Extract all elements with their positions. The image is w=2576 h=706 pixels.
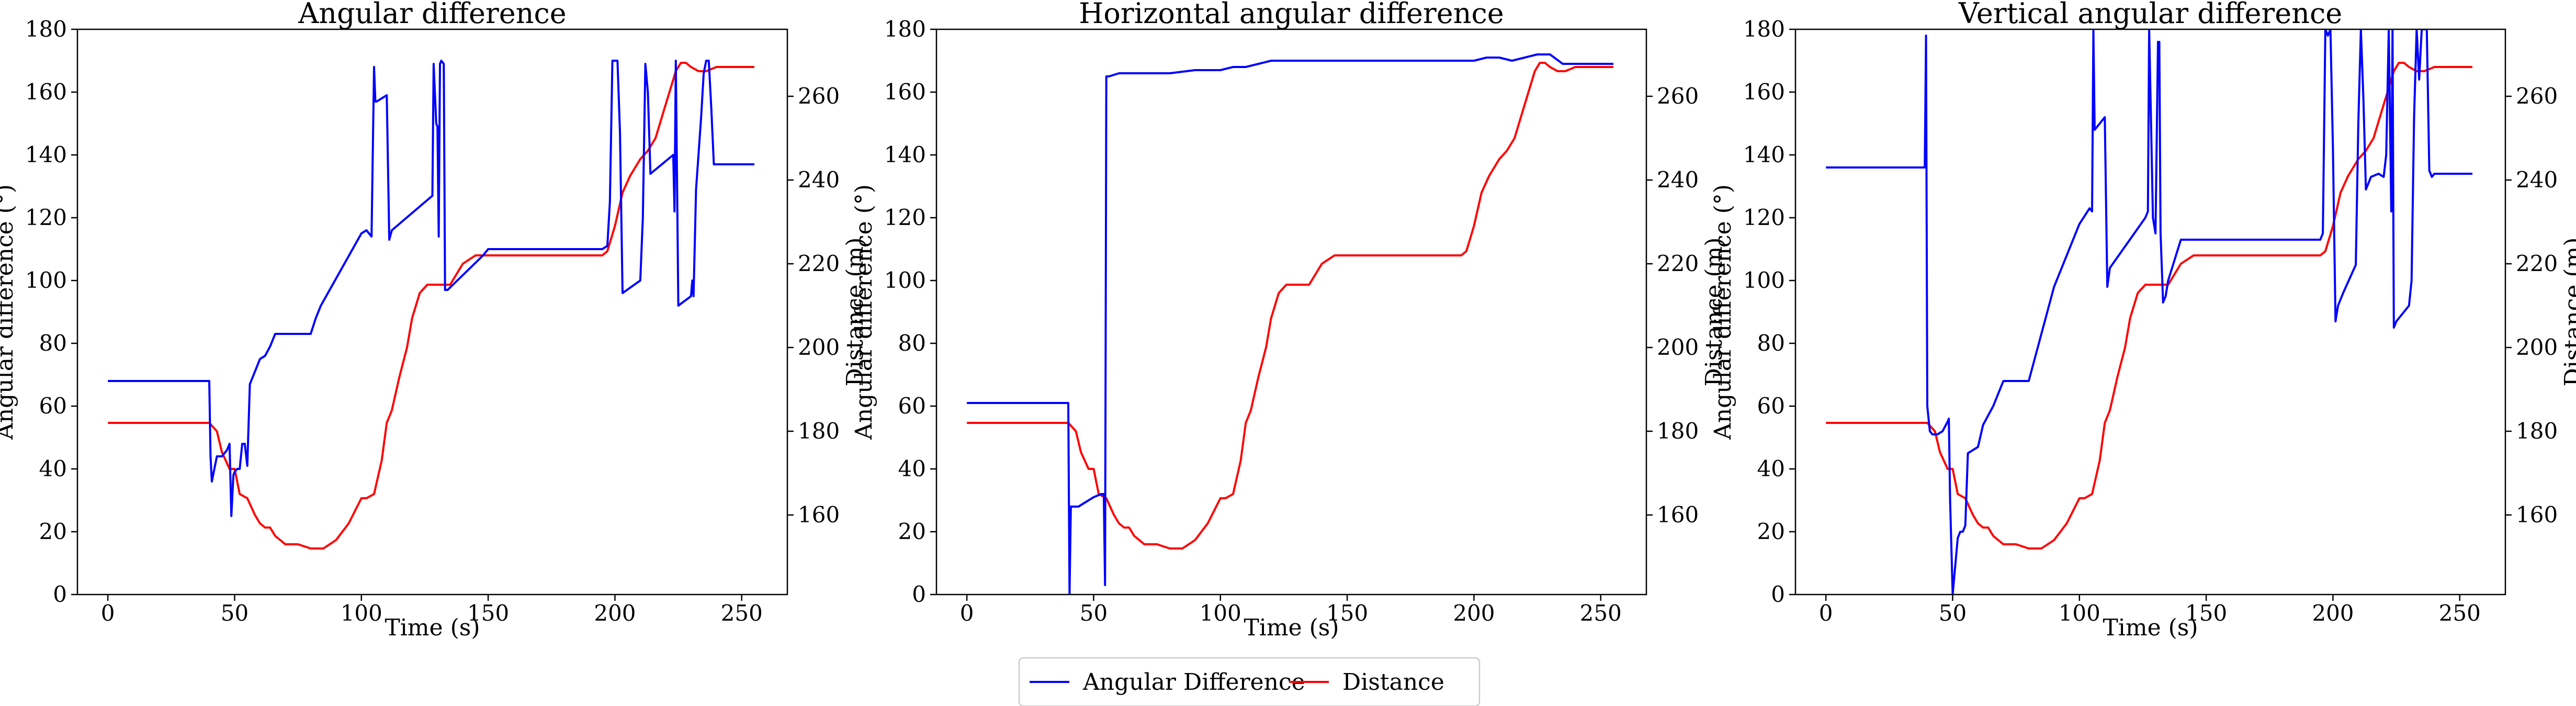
y-tick-label: 0 <box>912 581 926 607</box>
series-line-distance <box>108 62 754 550</box>
x-tick-label: 50 <box>221 600 248 626</box>
legend: Angular Difference Distance <box>1018 657 1481 706</box>
x-tick-label: 150 <box>1326 600 1368 626</box>
y2-tick-label: 200 <box>798 334 840 360</box>
y2-tick-label: 240 <box>1657 167 1699 193</box>
y2-tick-label: 160 <box>1657 502 1699 528</box>
y-tick-label: 20 <box>39 519 67 544</box>
chart-title: Angular difference <box>298 0 566 30</box>
series-line-distance <box>1826 62 2472 550</box>
y2-tick-label: 160 <box>798 502 840 528</box>
x-tick-label: 100 <box>341 600 382 626</box>
y2-tick-label: 160 <box>2516 502 2558 528</box>
y-tick-label: 80 <box>1757 330 1785 356</box>
plot-frame <box>935 28 1647 596</box>
y-tick-label: 100 <box>884 267 926 293</box>
y2-tick-label: 240 <box>2516 167 2558 193</box>
y-tick-label: 180 <box>884 16 926 42</box>
x-tick-label: 250 <box>2439 600 2481 626</box>
y-axis-label: Angular difference (°) <box>1710 184 1736 440</box>
y-tick-label: 160 <box>1743 79 1785 105</box>
y2-tick-label: 260 <box>1657 83 1699 109</box>
legend-label-distance: Distance <box>1342 669 1444 696</box>
plot-frame <box>76 28 788 596</box>
series-group <box>108 60 754 550</box>
y-tick-label: 80 <box>898 330 926 356</box>
x-axis-label: Time (s) <box>385 614 480 641</box>
x-tick-label: 250 <box>1580 600 1622 626</box>
y2-axis-label: Distance (m) <box>1701 238 1727 387</box>
y-tick-label: 140 <box>25 142 67 167</box>
y-axis-label: Angular difference (°) <box>0 184 18 440</box>
y2-tick-label: 180 <box>2516 418 2558 444</box>
y2-tick-label: 180 <box>798 418 840 444</box>
y-tick-label: 120 <box>25 205 67 230</box>
series-line-angular-difference <box>1826 29 2472 595</box>
y-tick-label: 140 <box>1743 142 1785 167</box>
y-tick-label: 140 <box>884 142 926 167</box>
y-tick-label: 40 <box>898 456 926 481</box>
y2-tick-label: 260 <box>2516 83 2558 109</box>
y-tick-label: 100 <box>1743 267 1785 293</box>
y2-tick-label: 220 <box>2516 251 2558 276</box>
series-group <box>967 53 1613 595</box>
x-tick-label: 250 <box>721 600 763 626</box>
y2-tick-label: 200 <box>1657 334 1699 360</box>
y2-tick-label: 220 <box>798 251 840 276</box>
x-tick-label: 150 <box>467 600 509 626</box>
series-group <box>1826 29 2472 595</box>
y2-tick-label: 200 <box>2516 334 2558 360</box>
y-tick-label: 180 <box>1743 16 1785 42</box>
series-line-angular-difference <box>108 60 754 517</box>
y-tick-label: 60 <box>1757 393 1785 419</box>
x-tick-label: 100 <box>1200 600 1241 626</box>
y2-tick-label: 180 <box>1657 418 1699 444</box>
y-tick-label: 120 <box>1743 205 1785 230</box>
y-tick-label: 80 <box>39 330 67 356</box>
chart-panel-2: 0 50 100 150 200 250 0 20 40 60 80 100 120 140 160 180 1… <box>851 0 1727 641</box>
x-tick-label: 150 <box>2185 600 2227 626</box>
y2-tick-label: 260 <box>798 83 840 109</box>
chart-panel-3: 0 50 100 150 200 250 0 20 40 60 80 100 120 140 160 180 1… <box>1710 0 2576 641</box>
y-tick-label: 40 <box>39 456 67 481</box>
x-tick-label: 0 <box>101 600 115 626</box>
y-tick-label: 160 <box>884 79 926 105</box>
x-tick-label: 200 <box>1453 600 1495 626</box>
y2-tick-label: 240 <box>798 167 840 193</box>
chart-panel-1: 0 50 100 150 200 250 0 20 40 60 80 100 120 140 160 180 1… <box>0 0 868 641</box>
chart-title: Vertical angular difference <box>1958 0 2342 30</box>
y-tick-label: 60 <box>39 393 67 419</box>
x-axis-label: Time (s) <box>1244 614 1339 641</box>
y-axis-label: Angular difference (°) <box>851 184 877 440</box>
legend-frame <box>1018 657 1481 706</box>
x-tick-label: 0 <box>1819 600 1833 626</box>
x-tick-label: 50 <box>1080 600 1108 626</box>
y-tick-label: 20 <box>898 519 926 544</box>
chart-panels: 0 50 100 150 200 2500204060801001201401601801… <box>0 0 2576 641</box>
y-tick-label: 0 <box>1771 581 1785 607</box>
y-tick-label: 180 <box>25 16 67 42</box>
chart-title: Horizontal angular difference <box>1079 0 1504 30</box>
y-tick-label: 100 <box>25 267 67 293</box>
y-tick-label: 160 <box>25 79 67 105</box>
series-line-distance <box>967 62 1613 550</box>
y-tick-label: 20 <box>1757 519 1785 544</box>
x-tick-label: 0 <box>960 600 974 626</box>
y-tick-label: 120 <box>884 205 926 230</box>
y-tick-label: 0 <box>53 581 67 607</box>
y-tick-label: 40 <box>1757 456 1785 481</box>
y2-axis-label: Distance (m) <box>2560 238 2576 387</box>
x-axis-label: Time (s) <box>2103 614 2198 641</box>
y-tick-label: 60 <box>898 393 926 419</box>
x-tick-label: 100 <box>2059 600 2100 626</box>
legend-label-angular-difference: Angular Difference <box>1082 669 1305 696</box>
series-line-angular-difference <box>967 53 1613 595</box>
y2-tick-label: 220 <box>1657 251 1699 276</box>
x-tick-label: 200 <box>2312 600 2354 626</box>
x-tick-label: 50 <box>1939 600 1967 626</box>
x-tick-label: 200 <box>594 600 636 626</box>
y2-axis-label: Distance (m) <box>842 238 868 387</box>
plot-frame <box>1794 28 2506 596</box>
